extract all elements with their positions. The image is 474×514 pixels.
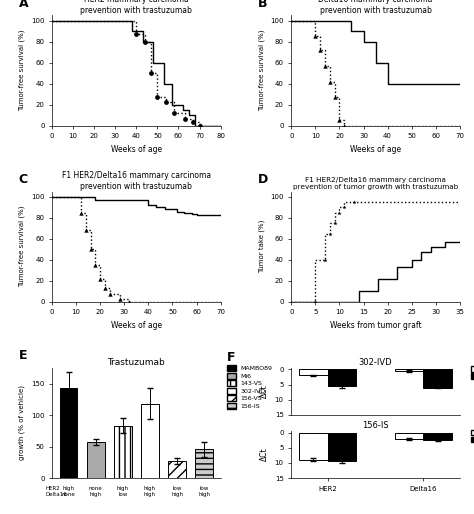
Bar: [299, 370, 328, 375]
X-axis label: Weeks from tumor graft: Weeks from tumor graft: [330, 321, 421, 330]
Text: high: high: [171, 492, 183, 497]
Y-axis label: Tumor-free survival (%): Tumor-free survival (%): [258, 30, 264, 111]
Y-axis label: growth (% of vehicle): growth (% of vehicle): [19, 386, 26, 461]
Legend: Untreated, Trastuzumab: Untreated, Trastuzumab: [471, 366, 474, 379]
Text: low: low: [200, 486, 209, 490]
Text: HER2: HER2: [46, 486, 60, 490]
Y-axis label: ΔCt: ΔCt: [260, 448, 269, 462]
Text: E: E: [18, 349, 27, 362]
Text: high: high: [144, 486, 156, 490]
Bar: [423, 433, 452, 440]
Point: [331, 219, 338, 227]
X-axis label: Weeks of age: Weeks of age: [111, 321, 162, 330]
Point: [77, 209, 85, 217]
Title: F1 HER2/Delta16 mammary carcinoma
prevention with trastuzumab: F1 HER2/Delta16 mammary carcinoma preven…: [62, 172, 211, 191]
Bar: [395, 370, 423, 371]
Title: 156-IS: 156-IS: [362, 421, 389, 430]
Point: [311, 32, 319, 41]
Point: [340, 121, 348, 130]
Y-axis label: Tumor-free survival (%): Tumor-free survival (%): [19, 30, 26, 111]
Bar: [87, 442, 104, 478]
Bar: [299, 433, 328, 460]
Text: high: high: [144, 492, 156, 497]
Text: low: low: [173, 486, 182, 490]
Point: [106, 290, 114, 299]
Point: [326, 78, 334, 86]
Y-axis label: Tumor take (%): Tumor take (%): [258, 220, 264, 273]
Text: D: D: [258, 173, 268, 186]
Text: A: A: [18, 0, 28, 10]
Point: [101, 284, 109, 292]
Text: low: low: [118, 492, 128, 497]
Text: F: F: [228, 351, 236, 364]
Y-axis label: ΔCt: ΔCt: [260, 384, 269, 398]
Text: high: high: [90, 492, 102, 497]
Y-axis label: Tumor-free survival (%): Tumor-free survival (%): [19, 206, 26, 287]
Text: C: C: [18, 173, 27, 186]
Point: [82, 226, 90, 234]
Point: [321, 256, 329, 264]
Text: high: high: [63, 486, 74, 490]
Point: [321, 62, 329, 70]
Title: Trastuzumab: Trastuzumab: [108, 358, 165, 367]
Legend: Untreated, Trastuzumab: Untreated, Trastuzumab: [471, 430, 474, 443]
Bar: [328, 433, 356, 462]
Point: [190, 118, 197, 126]
Title: Delta16 mammary carcinoma
prevention with trastuzumab: Delta16 mammary carcinoma prevention wit…: [319, 0, 433, 14]
Legend: MAMBO89, Mi6, 143-VS, 302-IVD, 156-VS, 156-IS: MAMBO89, Mi6, 143-VS, 302-IVD, 156-VS, 1…: [227, 365, 273, 409]
Point: [141, 38, 148, 46]
Point: [336, 116, 343, 124]
Point: [97, 274, 104, 283]
Bar: [395, 433, 423, 439]
Bar: [114, 426, 132, 478]
Bar: [423, 370, 452, 388]
Text: B: B: [258, 0, 267, 10]
Title: HER2 mammary carcinoma
prevention with trastuzumab: HER2 mammary carcinoma prevention with t…: [81, 0, 192, 14]
Bar: [195, 449, 213, 478]
Point: [336, 209, 343, 217]
Bar: [60, 388, 77, 478]
Point: [171, 109, 178, 117]
Text: high: high: [198, 492, 210, 497]
Point: [331, 93, 338, 101]
Title: F1 HER2/Delta16 mammary carcinoma
prevention of tumor growth with trastuzumab: F1 HER2/Delta16 mammary carcinoma preven…: [293, 177, 458, 190]
Bar: [328, 370, 356, 386]
Point: [196, 121, 203, 130]
Point: [326, 229, 334, 237]
Title: 302-IVD: 302-IVD: [359, 358, 392, 367]
Point: [350, 198, 358, 206]
Point: [133, 30, 140, 39]
Text: high: high: [117, 486, 129, 490]
Point: [340, 203, 348, 211]
Point: [162, 98, 170, 106]
Text: none: none: [62, 492, 75, 497]
X-axis label: Weeks of age: Weeks of age: [350, 145, 401, 154]
Point: [154, 93, 161, 101]
Point: [116, 295, 123, 303]
Point: [181, 115, 189, 123]
Point: [317, 46, 324, 54]
X-axis label: Weeks of age: Weeks of age: [111, 145, 162, 154]
Text: Delta16: Delta16: [46, 492, 67, 497]
Bar: [141, 404, 159, 478]
Point: [147, 69, 155, 77]
Point: [125, 298, 133, 306]
Bar: [168, 461, 186, 478]
Point: [91, 261, 99, 269]
Point: [87, 245, 94, 253]
Point: [311, 298, 319, 306]
Text: none: none: [89, 486, 102, 490]
